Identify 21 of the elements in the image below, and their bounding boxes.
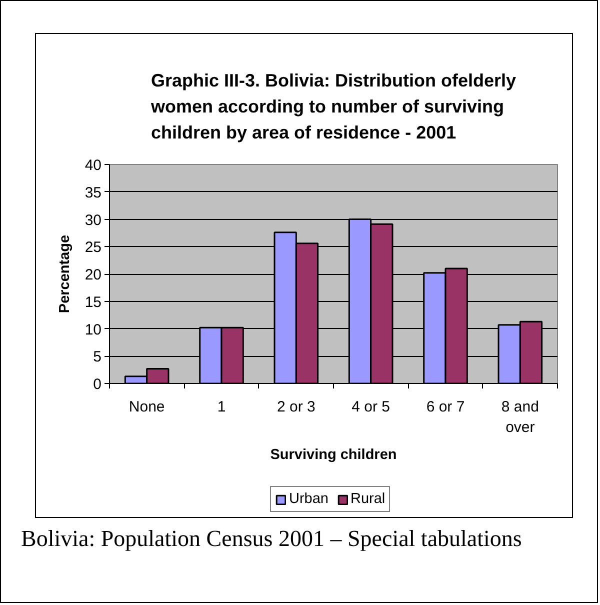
chart-title: Graphic III-3. Bolivia: Distribution ofelderly women according to number of surviving children by area of residence - 2001 bbox=[150, 70, 516, 142]
y-axis-title: Percentage bbox=[56, 234, 73, 314]
y-tick-label: 20 bbox=[84, 266, 102, 284]
x-tick-label: 1 bbox=[217, 398, 226, 416]
y-tick-label: 30 bbox=[84, 212, 102, 229]
y-tick-label: 5 bbox=[93, 348, 102, 366]
x-tick-label: None bbox=[128, 398, 165, 416]
y-tick-label: 40 bbox=[84, 157, 102, 174]
y-tick-label: 0 bbox=[93, 376, 102, 393]
y-tick-label: 35 bbox=[84, 184, 102, 202]
legend-label: Urban bbox=[289, 491, 328, 507]
text: Bolivia: Population Census 2001 – Special tabulations bbox=[21, 525, 522, 553]
legend-label: Rural bbox=[350, 491, 386, 507]
y-tick-label: 25 bbox=[84, 239, 102, 256]
x-tick-label: 8 and over bbox=[501, 398, 539, 436]
x-tick-label: 4 or 5 bbox=[352, 398, 390, 416]
y-tick-label: 10 bbox=[84, 321, 102, 338]
x-tick-label: 6 or 7 bbox=[426, 398, 465, 416]
x-axis-title: Surviving children bbox=[270, 446, 397, 463]
x-tick-label: 2 or 3 bbox=[276, 398, 316, 416]
y-tick-label: 15 bbox=[84, 294, 102, 311]
